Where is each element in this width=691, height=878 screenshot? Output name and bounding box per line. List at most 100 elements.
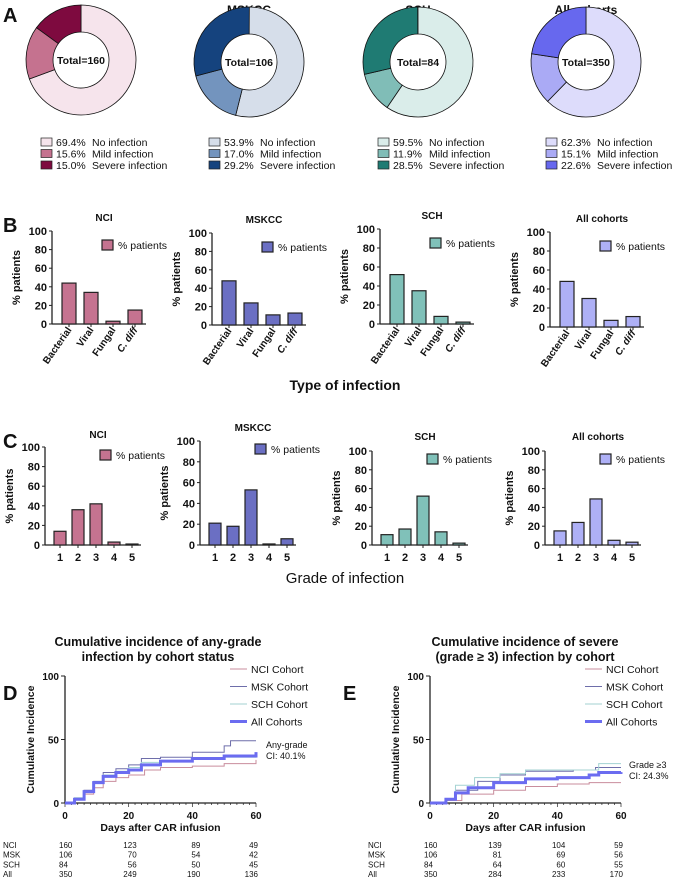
y-tick-label: 80 [195,246,207,258]
chart-title: All cohorts [572,432,625,443]
legend-label: % patients [443,454,492,466]
x-tick-label: 2 [230,552,236,564]
x-tick-label: 1 [557,552,563,564]
risk-row-label: All [3,870,12,878]
donut-total: Total=84 [397,57,439,69]
donut-slice [547,6,642,118]
risk-value: 55 [614,860,623,869]
y-tick-label: 40 [35,282,47,294]
x-tick-label: 2 [402,552,408,564]
x-tick-label: 60 [615,811,627,822]
y-tick-label: 100 [42,672,59,683]
y-tick-label: 0 [534,540,540,552]
bar [433,315,449,325]
donut-total: Total=350 [562,57,610,69]
risk-value: 69 [556,851,565,860]
legend-swatch [40,137,53,147]
y-tick-label: 20 [195,302,207,314]
risk-value: 104 [552,841,566,850]
bar [559,280,575,328]
legend-label: Mild infection [260,149,321,161]
legend-swatch [40,160,53,170]
y-axis-label: % patients [331,470,343,525]
y-tick-label: 60 [528,484,540,496]
risk-value: 350 [424,870,438,878]
annotation: Any-grade [266,740,308,750]
bar [244,489,258,546]
y-axis-label: % patients [171,251,183,306]
risk-value: 84 [59,860,68,869]
legend-label: % patients [278,242,327,254]
y-tick-label: 20 [528,521,540,533]
y-axis-label: % patients [339,249,351,304]
x-tick-label: 3 [248,552,254,564]
legend-label: NCI Cohort [606,664,659,676]
risk-value: 56 [128,860,137,869]
donut-slice [235,6,305,118]
y-tick-label: 50 [413,736,425,747]
bar-chart: NCI 0 20 40 60 80 100 % patients 1 2 3 4 5 % patients [4,430,165,564]
risk-value: 59 [614,841,623,850]
chart-title: All cohorts [576,214,629,225]
legend-swatch [377,149,390,158]
legend-swatch [377,160,390,170]
legend-swatch [545,160,558,170]
risk-value: 84 [424,860,433,869]
y-tick-label: 100 [407,672,424,683]
y-axis-label: % patients [504,470,516,525]
legend-swatch [208,149,221,158]
y-tick-label: 20 [363,300,375,312]
donut-total: Total=160 [57,55,105,67]
risk-value: 160 [59,841,73,850]
x-tick-label: 5 [629,552,635,564]
panel-label: D [3,683,17,705]
bar [603,319,619,328]
x-tick-label: 4 [111,552,118,564]
x-axis-label: Type of infection [290,377,401,393]
y-tick-label: 0 [53,799,59,810]
x-tick-label: Bacterial [41,325,74,366]
y-tick-label: 0 [41,319,47,331]
y-tick-label: 80 [355,465,367,477]
risk-value: 139 [488,841,502,850]
x-tick-label: Viral [235,326,256,350]
risk-value: 249 [123,870,137,878]
bar [208,522,222,546]
chart-title: (grade ≥ 3) infection by cohort [435,650,615,664]
bar [416,495,430,546]
chart-title: NCI [95,213,112,224]
chart-title: Cumulative incidence of any-grade [55,635,262,649]
y-tick-label: 40 [355,502,367,514]
x-tick-label: Viral [403,325,424,349]
x-tick-label: 3 [420,552,426,564]
risk-value: 106 [59,851,73,860]
y-tick-label: 100 [349,446,367,458]
bar [127,309,143,325]
x-tick-label: Fungal [251,326,279,359]
x-tick-label: 1 [57,552,63,564]
legend-label: All Cohorts [606,717,657,729]
legend-label: % patients [616,241,665,253]
bar-chart: All cohorts 0 20 40 60 80 100 % patients 1 2 3 4 5 % … [504,432,665,564]
bar [265,314,281,326]
y-tick-label: 60 [35,263,47,275]
y-tick-label: 100 [177,436,195,448]
donut-slice [28,4,137,116]
legend-swatch [545,149,558,158]
x-tick-label: C. diff [275,325,301,356]
bar [581,297,597,328]
bar [452,542,466,546]
chart-title: infection by cohort status [82,650,235,664]
risk-value: 136 [245,870,259,878]
bar [53,530,67,546]
y-tick-label: 80 [363,243,375,255]
bar [280,538,294,546]
chart-title: Cumulative incidence of severe [432,635,619,649]
y-tick-label: 0 [418,799,424,810]
chart-title: MSKCC [235,423,272,434]
y-tick-label: 60 [195,265,207,277]
legend-swatch [599,240,612,252]
bar-chart: All cohorts 0 20 40 60 80 100 % patients Bacteri… [509,214,665,369]
